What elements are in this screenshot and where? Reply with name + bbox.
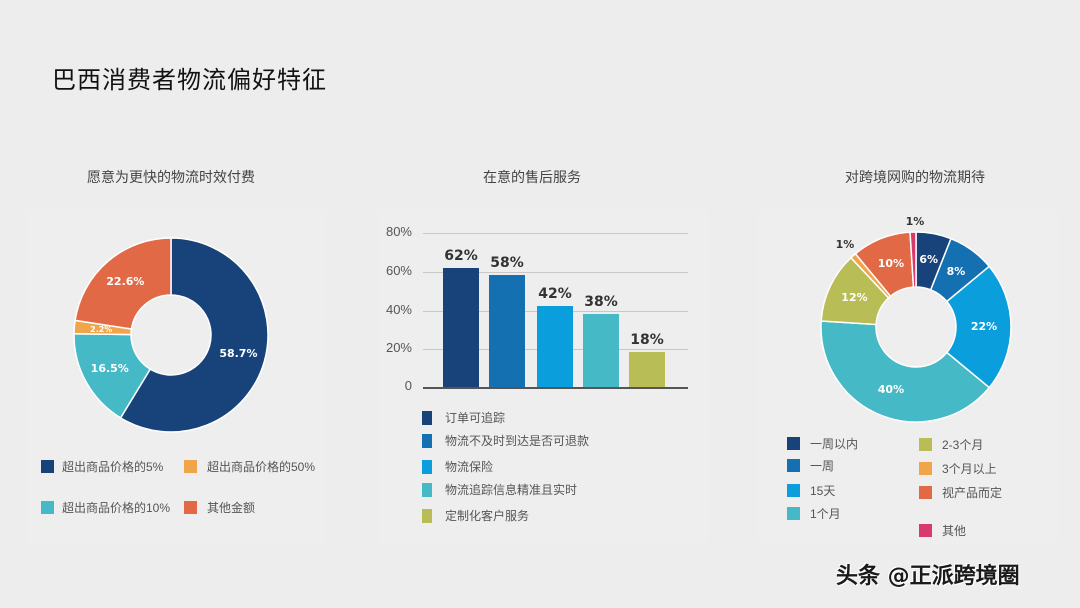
legend-label: 超出商品价格的10% <box>62 501 171 515</box>
legend-label: 物流不及时到达是否可退款 <box>445 434 590 448</box>
legend-swatch-icon <box>184 501 197 514</box>
slice-value-label: 1% <box>836 238 855 251</box>
bar <box>583 313 619 387</box>
legend-swatch-icon <box>787 459 800 472</box>
legend-item: 超出商品价格的10% <box>41 499 170 516</box>
legend-label: 15天 <box>810 484 836 498</box>
chart2-title: 在意的售后服务 <box>483 170 581 186</box>
legend-label: 一周以内 <box>810 437 859 451</box>
bar <box>443 267 479 387</box>
legend-item: 其他 <box>919 522 966 539</box>
gridline <box>423 272 688 273</box>
legend-item: 其他金额 <box>184 499 255 516</box>
watermark: 头条 @正派跨境圈 <box>836 564 1020 589</box>
y-tick-label: 80% <box>385 224 412 239</box>
legend-swatch-icon <box>184 460 197 473</box>
legend-item: 订单可追踪 <box>422 409 505 426</box>
y-tick-label: 40% <box>385 302 412 317</box>
y-tick-label: 20% <box>385 340 412 355</box>
slice-value-label: 40% <box>878 383 904 396</box>
legend-swatch-icon <box>919 486 932 499</box>
legend-swatch-icon <box>787 507 800 520</box>
donut-slice <box>909 231 917 288</box>
legend-item: 视产品而定 <box>919 484 1002 501</box>
page-title: 巴西消费者物流偏好特征 <box>52 66 327 94</box>
legend-item: 一周 <box>787 457 834 474</box>
legend-label: 超出商品价格的50% <box>207 460 316 474</box>
legend-swatch-icon <box>422 508 432 523</box>
slice-value-label: 6% <box>919 253 938 266</box>
donut-slice <box>74 237 172 330</box>
legend-swatch-icon <box>422 482 432 497</box>
legend-item: 一周以内 <box>787 435 858 452</box>
legend-label: 物流追踪信息精准且实时 <box>445 483 578 497</box>
bar <box>537 306 573 387</box>
legend-label: 1个月 <box>810 507 841 521</box>
chart3-title: 对跨境网购的物流期待 <box>845 170 985 186</box>
bar-value-label: 58% <box>490 255 524 272</box>
legend-swatch-icon <box>422 459 432 474</box>
legend-swatch-icon <box>422 410 432 425</box>
legend-swatch-icon <box>787 437 800 450</box>
legend-label: 其他 <box>942 524 967 538</box>
slice-value-label: 10% <box>878 257 904 270</box>
legend-swatch-icon <box>919 524 932 537</box>
legend-label: 一周 <box>810 459 835 473</box>
x-axis-line <box>423 387 688 389</box>
legend-item: 超出商品价格的5% <box>41 458 163 475</box>
bar <box>489 275 525 387</box>
donut-slice <box>119 237 269 433</box>
legend-label: 其他金额 <box>207 501 256 515</box>
legend-item: 物流追踪信息精准且实时 <box>422 481 577 498</box>
y-tick-label: 0 <box>404 378 412 393</box>
legend-item: 物流保险 <box>422 458 493 475</box>
slice-value-label: 22.6% <box>106 275 144 288</box>
legend-label: 物流保险 <box>445 460 494 474</box>
legend-swatch-icon <box>919 462 932 475</box>
legend-item: 定制化客户服务 <box>422 507 529 524</box>
gridline <box>423 233 688 234</box>
bar <box>629 352 665 387</box>
legend-item: 物流不及时到达是否可退款 <box>422 432 589 449</box>
slice-value-label: 22% <box>971 320 997 333</box>
slice-value-label: 1% <box>906 215 925 228</box>
donut-slice <box>73 333 152 419</box>
legend-swatch-icon <box>919 438 932 451</box>
legend-label: 定制化客户服务 <box>445 509 530 523</box>
slice-value-label: 16.5% <box>91 362 129 375</box>
legend-label: 订单可追踪 <box>445 411 506 425</box>
y-tick-label: 60% <box>385 263 412 278</box>
bar-value-label: 42% <box>538 286 572 303</box>
bar-value-label: 38% <box>584 293 618 310</box>
legend-item: 3个月以上 <box>919 460 997 477</box>
legend-swatch-icon <box>787 484 800 497</box>
legend-swatch-icon <box>41 501 54 514</box>
slice-value-label: 2.2% <box>90 325 112 334</box>
legend-label: 2-3个月 <box>942 438 984 452</box>
slice-value-label: 12% <box>841 291 867 304</box>
legend-swatch-icon <box>422 433 432 448</box>
legend-swatch-icon <box>41 460 54 473</box>
slice-value-label: 8% <box>947 265 966 278</box>
slice-value-label: 58.7% <box>219 347 257 360</box>
legend-item: 1个月 <box>787 505 841 522</box>
bar-value-label: 62% <box>444 247 478 264</box>
legend-label: 3个月以上 <box>942 462 997 476</box>
chart1-title: 愿意为更快的物流时效付费 <box>87 170 255 186</box>
donut-slice <box>945 265 1012 389</box>
donut-slice <box>820 320 991 423</box>
legend-item: 15天 <box>787 482 835 499</box>
bar-value-label: 18% <box>630 332 664 349</box>
legend-item: 2-3个月 <box>919 436 983 453</box>
legend-item: 超出商品价格的50% <box>184 458 315 475</box>
legend-label: 超出商品价格的5% <box>62 460 164 474</box>
legend-label: 视产品而定 <box>942 486 1003 500</box>
